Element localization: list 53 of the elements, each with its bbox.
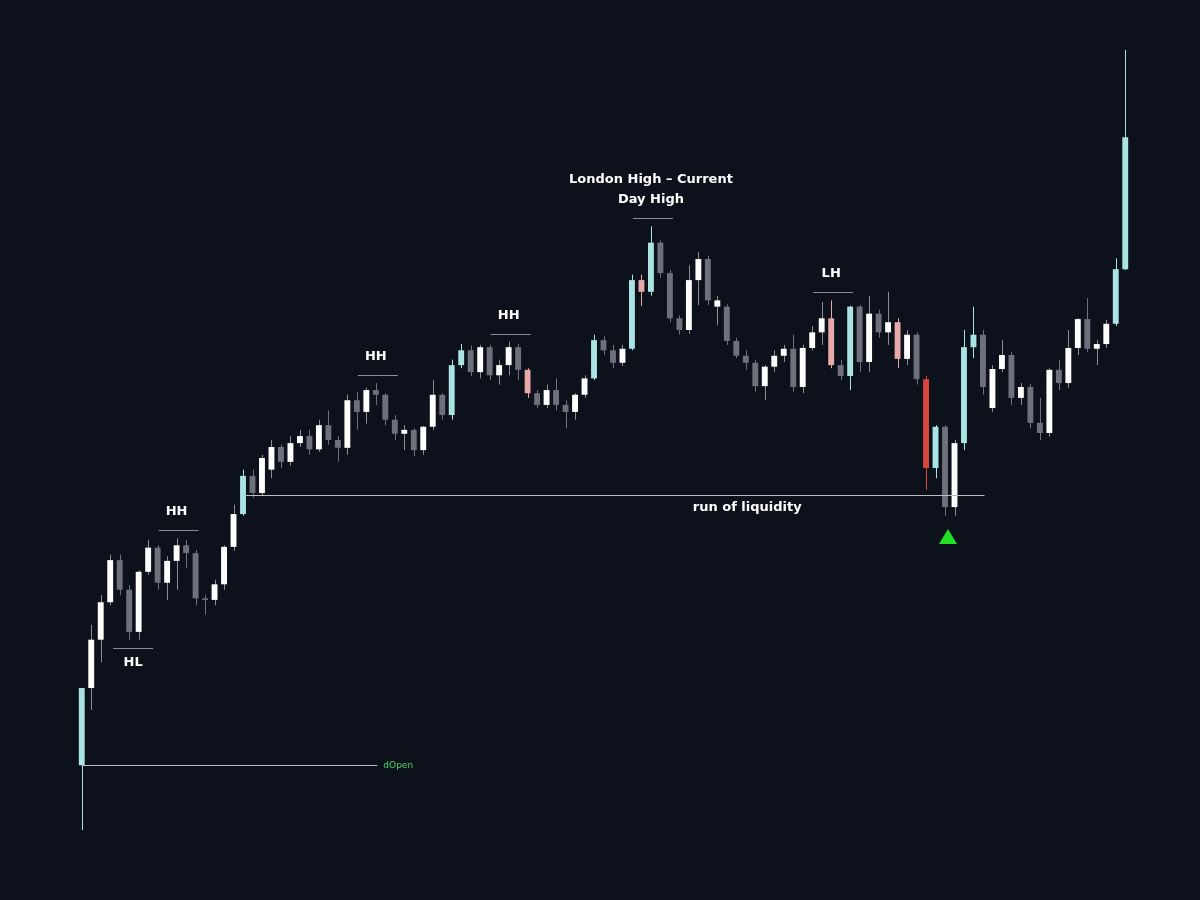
- candlestick: [439, 392, 446, 421]
- candlestick: [401, 424, 408, 451]
- candlestick: [278, 444, 284, 469]
- candlestick: [676, 314, 683, 336]
- candlestick: [998, 339, 1005, 373]
- candlestick: [164, 555, 171, 601]
- candlestick: [714, 295, 721, 326]
- annotation: HH: [497, 307, 520, 323]
- candlestick: [809, 325, 816, 351]
- candlestick: [334, 435, 341, 463]
- candlestick: [553, 377, 560, 411]
- candlestick: [458, 343, 465, 369]
- candlestick: [306, 429, 313, 456]
- candlestick: [515, 343, 522, 381]
- candlestick: [733, 337, 740, 359]
- annotation: LH: [821, 265, 841, 281]
- candlestick: [572, 392, 578, 421]
- candlestick: [771, 349, 778, 373]
- candlestick: [496, 359, 503, 386]
- candlestick: [742, 349, 749, 371]
- candlestick: [761, 364, 768, 401]
- candlestick: [467, 345, 474, 377]
- candlestick: [420, 425, 427, 456]
- annotation: HL: [123, 654, 143, 670]
- ref-line-label: dOpen: [383, 759, 414, 770]
- candlestick: [610, 344, 616, 369]
- candlestick: [543, 384, 550, 409]
- annotation: HH: [364, 348, 387, 364]
- candlestick: [391, 414, 398, 441]
- candlestick: [353, 391, 360, 431]
- candlestick: [363, 387, 370, 425]
- candlestick: [372, 382, 379, 406]
- candlestick: [1036, 397, 1043, 441]
- candlestick: [325, 409, 332, 446]
- candlestick: [173, 537, 180, 591]
- ref-line-label: run of liquidity: [692, 499, 803, 515]
- annotation: HH: [165, 503, 188, 519]
- candlestick: [505, 341, 512, 376]
- candlestick: [875, 309, 882, 339]
- candlestick: [1093, 339, 1100, 366]
- annotation: London High – Current Day High: [569, 171, 733, 207]
- candlestick: [1055, 359, 1062, 391]
- candlestick: [1017, 382, 1024, 406]
- candlestick: [410, 427, 417, 457]
- candlestick: [202, 594, 209, 616]
- candlestick: [524, 367, 531, 399]
- candlestick: [1103, 319, 1110, 349]
- candlestick: [695, 251, 702, 306]
- candlestick: [837, 359, 844, 381]
- candlestick: [752, 359, 759, 393]
- candlestick: [183, 539, 190, 569]
- candlestick: [885, 291, 892, 346]
- candlestick: [818, 301, 825, 346]
